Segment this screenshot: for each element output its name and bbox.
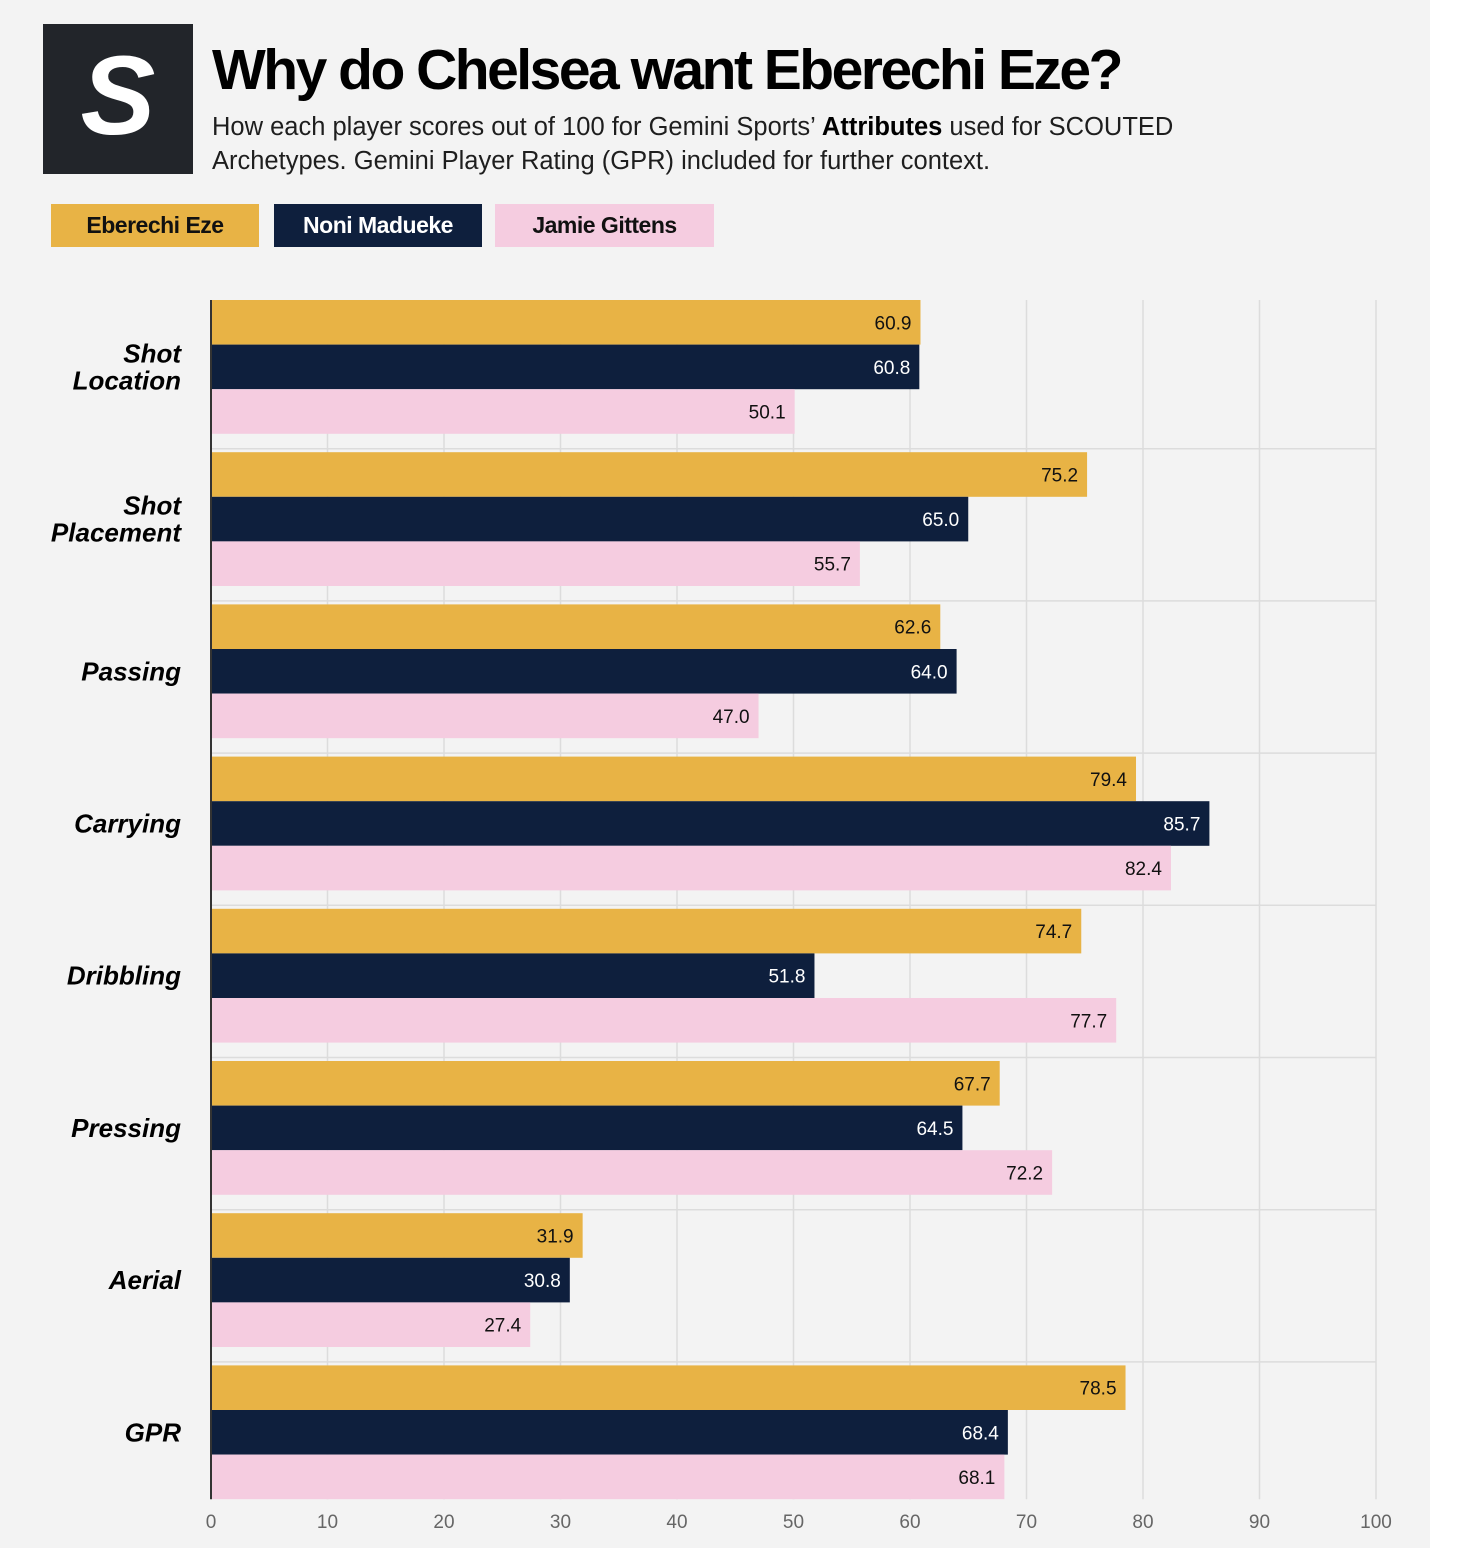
category-label-line: Shot	[123, 491, 182, 521]
bar-gpr-jamie-gittens	[211, 1454, 1005, 1500]
value-label-aerial-noni-madueke: 30.8	[524, 1271, 561, 1292]
value-label-carrying-noni-madueke: 85.7	[1163, 815, 1200, 836]
logo-letter: S	[81, 33, 156, 158]
value-label-passing-eberechi-eze: 62.6	[894, 618, 931, 639]
bar-shot-location-jamie-gittens	[211, 389, 795, 434]
x-tick-label-70: 70	[1016, 1512, 1037, 1533]
brand-logo: S	[43, 24, 193, 174]
subtitle-text-2: used for SCOUTED Archetypes. Gemini Play…	[212, 113, 1174, 175]
category-label-line: Dribbling	[67, 961, 181, 991]
x-tick-label-40: 40	[666, 1512, 687, 1533]
legend-eberechi-eze: Eberechi Eze	[51, 204, 259, 247]
value-label-shot-location-jamie-gittens: 50.1	[749, 403, 786, 424]
bar-carrying-noni-madueke	[211, 801, 1210, 846]
legend-noni-madueke: Noni Madueke	[274, 204, 482, 247]
x-tick-label-50: 50	[783, 1512, 804, 1533]
category-label-gpr: GPR	[125, 1417, 182, 1447]
value-label-carrying-jamie-gittens: 82.4	[1125, 859, 1162, 880]
x-tick-label-30: 30	[550, 1512, 571, 1533]
category-label-carrying: Carrying	[74, 809, 181, 839]
bar-shot-placement-noni-madueke	[211, 496, 969, 542]
x-tick-label-90: 90	[1249, 1512, 1270, 1533]
bar-carrying-jamie-gittens	[211, 845, 1171, 891]
value-label-shot-placement-noni-madueke: 65.0	[922, 510, 959, 531]
bar-aerial-jamie-gittens	[211, 1302, 531, 1347]
bar-pressing-jamie-gittens	[211, 1150, 1053, 1195]
category-label-pressing: Pressing	[71, 1113, 181, 1143]
value-label-pressing-eberechi-eze: 67.7	[954, 1074, 991, 1095]
bar-dribbling-jamie-gittens	[211, 998, 1117, 1043]
value-label-shot-location-noni-madueke: 60.8	[873, 358, 910, 379]
background-strip	[1430, 0, 1458, 1548]
value-label-shot-placement-eberechi-eze: 75.2	[1041, 466, 1078, 487]
category-label-dribbling: Dribbling	[67, 961, 181, 991]
value-label-gpr-noni-madueke: 68.4	[962, 1423, 999, 1444]
value-label-aerial-eberechi-eze: 31.9	[537, 1227, 574, 1248]
subtitle-text-1: How each player scores out of 100 for Ge…	[212, 113, 822, 141]
category-label-shot-placement: Shot Placement	[51, 491, 182, 548]
value-label-aerial-jamie-gittens: 27.4	[484, 1316, 521, 1337]
subtitle-bold-attributes: Attributes	[821, 113, 943, 141]
category-label-line: GPR	[125, 1417, 182, 1447]
category-label-line: Carrying	[74, 809, 181, 839]
x-tick-label-10: 10	[317, 1512, 338, 1533]
x-tick-label-60: 60	[899, 1512, 920, 1533]
bar-gpr-eberechi-eze	[211, 1365, 1126, 1410]
category-label-aerial: Aerial	[108, 1265, 182, 1295]
value-label-carrying-eberechi-eze: 79.4	[1090, 770, 1127, 791]
chart-subtitle: How each player scores out of 100 for Ge…	[212, 110, 1312, 178]
category-label-shot-location: Shot Location	[73, 338, 183, 395]
bar-aerial-eberechi-eze	[211, 1213, 583, 1258]
category-label-line: Placement	[51, 518, 182, 548]
bar-dribbling-eberechi-eze	[211, 908, 1082, 954]
value-label-passing-noni-madueke: 64.0	[911, 662, 948, 683]
bar-pressing-noni-madueke	[211, 1105, 963, 1151]
x-tick-label-100: 100	[1360, 1512, 1392, 1533]
value-label-pressing-noni-madueke: 64.5	[916, 1119, 953, 1140]
bar-shot-placement-jamie-gittens	[211, 541, 860, 586]
bar-pressing-eberechi-eze	[211, 1061, 1000, 1106]
bar-passing-eberechi-eze	[211, 604, 941, 649]
value-label-gpr-eberechi-eze: 78.5	[1080, 1379, 1117, 1400]
category-label-line: Location	[73, 365, 181, 395]
bar-shot-location-eberechi-eze	[211, 300, 921, 345]
bar-dribbling-noni-madueke	[211, 953, 815, 998]
legend-jamie-gittens: Jamie Gittens	[495, 204, 714, 247]
value-label-dribbling-noni-madueke: 51.8	[768, 967, 805, 988]
category-label-line: Pressing	[71, 1113, 181, 1143]
chart-title: Why do Chelsea want Eberechi Eze?	[212, 38, 1123, 102]
bar-shot-location-noni-madueke	[211, 344, 920, 390]
value-label-gpr-jamie-gittens: 68.1	[958, 1468, 995, 1489]
category-label-line: Aerial	[108, 1265, 182, 1295]
x-tick-label-0: 0	[206, 1512, 217, 1533]
x-tick-label-80: 80	[1132, 1512, 1153, 1533]
value-label-shot-placement-jamie-gittens: 55.7	[814, 555, 851, 576]
x-tick-label-20: 20	[433, 1512, 454, 1533]
bar-passing-noni-madueke	[211, 649, 957, 694]
bar-aerial-noni-madueke	[211, 1257, 570, 1303]
bar-shot-placement-eberechi-eze	[211, 452, 1088, 497]
bar-carrying-eberechi-eze	[211, 756, 1137, 802]
category-label-passing: Passing	[81, 656, 181, 686]
value-label-dribbling-jamie-gittens: 77.7	[1070, 1011, 1107, 1032]
bar-passing-jamie-gittens	[211, 693, 759, 739]
value-label-passing-jamie-gittens: 47.0	[713, 707, 750, 728]
category-label-line: Passing	[81, 656, 181, 686]
value-label-dribbling-eberechi-eze: 74.7	[1035, 922, 1072, 943]
bar-gpr-noni-madueke	[211, 1410, 1008, 1455]
category-label-line: Shot	[123, 338, 182, 368]
value-label-shot-location-eberechi-eze: 60.9	[875, 313, 912, 334]
value-label-pressing-jamie-gittens: 72.2	[1006, 1164, 1043, 1185]
